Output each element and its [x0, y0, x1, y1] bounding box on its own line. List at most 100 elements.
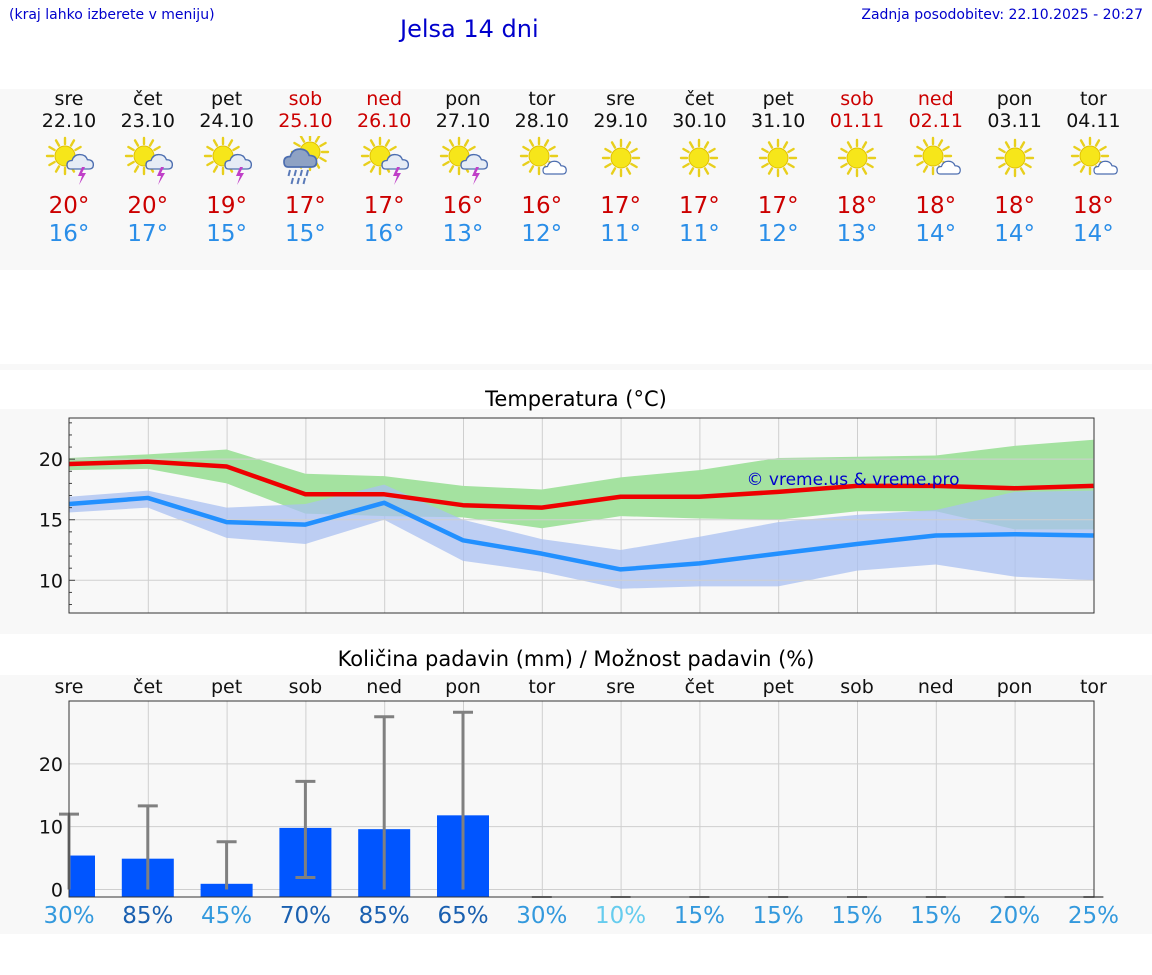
min-temp: 13°: [836, 221, 878, 247]
chance-of-rain: 30%: [43, 903, 95, 929]
day-column: pon 27.10 16° 13°: [423, 88, 503, 248]
min-temp: 15°: [206, 221, 247, 247]
watermark: © vreme.us & vreme.pro: [746, 470, 959, 490]
max-temp: 16°: [521, 193, 563, 219]
chance-of-rain: 10%: [595, 903, 647, 929]
chance-of-rain: 65%: [437, 903, 489, 929]
x-tick-label: čet: [685, 676, 715, 698]
chance-of-rain: 15%: [910, 903, 962, 929]
day-column: pon 03.11 18° 14°: [975, 88, 1055, 248]
chance-of-rain: 70%: [279, 903, 331, 929]
sun-cloud-thunder-icon: [124, 136, 173, 185]
sun-icon: [837, 138, 877, 178]
day-column: čet 30.10 17° 11°: [659, 88, 739, 248]
x-tick-label: sob: [289, 676, 323, 698]
day-name: tor: [528, 88, 556, 110]
day-name: tor: [1079, 88, 1107, 110]
chance-of-rain: 30%: [516, 903, 568, 929]
min-temp: 12°: [757, 221, 799, 247]
x-tick-label: ned: [918, 676, 954, 698]
min-temp: 14°: [994, 221, 1035, 247]
day-name: pet: [762, 88, 794, 110]
day-column: ned 02.11 18° 14°: [896, 88, 976, 248]
chance-of-rain: 85%: [358, 903, 410, 929]
day-date: 27.10: [435, 110, 491, 132]
day-name: sre: [54, 88, 84, 110]
x-tick-label: ned: [366, 676, 402, 698]
location-hint: (kraj lahko izberete v meniju): [9, 7, 215, 23]
precipitation-chart-title: Količina padavin (mm) / Možnost padavin …: [337, 647, 815, 671]
sun-small-cloud-icon: [1071, 136, 1119, 176]
x-tick-label: tor: [528, 676, 555, 698]
temperature-chart-title: Temperatura (°C): [485, 387, 667, 411]
min-temp: 14°: [1073, 221, 1114, 247]
y-tick-label: 10: [39, 817, 63, 839]
max-temp: 17°: [285, 193, 326, 219]
x-tick-label: pon: [445, 676, 481, 698]
x-tick-label: sre: [606, 676, 635, 698]
chance-of-rain: 20%: [989, 903, 1041, 929]
sun-cloud-thunder-icon: [203, 136, 252, 185]
day-date: 29.10: [593, 110, 648, 132]
day-column: ned 26.10 17° 16°: [344, 88, 424, 248]
min-temp: 16°: [48, 221, 90, 247]
plot-frame: [68, 700, 1095, 898]
max-temp: 18°: [836, 193, 878, 219]
day-name: čet: [684, 88, 715, 110]
chance-of-rain: 25%: [1067, 903, 1119, 929]
chance-of-rain: 15%: [831, 903, 883, 929]
max-temp: 20°: [48, 193, 90, 219]
sun-icon: [995, 138, 1034, 178]
day-column: čet 23.10 20° 17°: [108, 88, 188, 248]
sun-icon: [680, 138, 719, 178]
day-name: ned: [917, 88, 954, 110]
chance-of-rain: 85%: [122, 903, 174, 929]
max-temp: 16°: [442, 193, 484, 219]
day-column: pet 24.10 19° 15°: [187, 88, 267, 248]
page-title: Jelsa 14 dni: [400, 15, 539, 43]
day-date: 31.10: [750, 110, 806, 132]
min-temp: 14°: [915, 221, 957, 247]
day-column: tor 28.10 16° 12°: [502, 88, 582, 248]
temperature-chart: 10 15 20 © vreme.us & vreme.pro: [39, 417, 1095, 614]
day-column: sre 29.10 17° 11°: [581, 88, 661, 248]
sun-small-cloud-icon: [519, 136, 567, 176]
day-name: sob: [288, 88, 323, 110]
day-column: sob 01.11 18° 13°: [817, 88, 897, 248]
x-tick-label: pet: [763, 676, 794, 698]
day-date: 26.10: [356, 110, 412, 132]
plot-frame: [68, 417, 1095, 614]
sun-small-cloud-icon: [913, 136, 961, 176]
day-date: 03.11: [987, 110, 1042, 132]
sun-icon: [758, 138, 798, 178]
day-name: pon: [996, 88, 1033, 110]
min-temp: 12°: [521, 221, 563, 247]
precipitation-chart: 0 10 20 sre čet pet sob ned pon tor sre čet pet sob ne…: [39, 676, 1107, 901]
chance-of-rain: 15%: [673, 903, 725, 929]
min-temp-line: [68, 495, 1094, 572]
x-tick-label: pon: [997, 676, 1033, 698]
plot-area: [69, 701, 1094, 897]
day-name: sob: [840, 88, 874, 110]
divider: [0, 364, 1152, 370]
day-date: 30.10: [672, 110, 727, 132]
max-temp: 18°: [994, 193, 1035, 219]
last-updated: Zadnja posodobitev: 22.10.2025 - 20:27: [861, 7, 1143, 23]
max-temp: 17°: [679, 193, 720, 219]
rain-bar: [200, 883, 253, 897]
sun-cloud-thunder-icon: [360, 136, 410, 185]
x-tick-label: pet: [211, 676, 242, 698]
max-temp: 18°: [915, 193, 957, 219]
day-date: 02.11: [908, 110, 963, 132]
day-date: 28.10: [514, 110, 569, 132]
y-tick-label: 20: [39, 449, 63, 471]
max-temp: 20°: [127, 193, 169, 219]
x-tick-label: sob: [840, 676, 874, 698]
day-date: 25.10: [278, 110, 333, 132]
day-date: 01.11: [829, 110, 885, 132]
day-name: pon: [445, 88, 481, 110]
min-temp-range-band: [69, 484, 1094, 589]
day-column: sre 22.10 20° 16°: [29, 88, 109, 248]
max-temp: 17°: [600, 193, 641, 219]
sun-icon: [601, 138, 640, 178]
